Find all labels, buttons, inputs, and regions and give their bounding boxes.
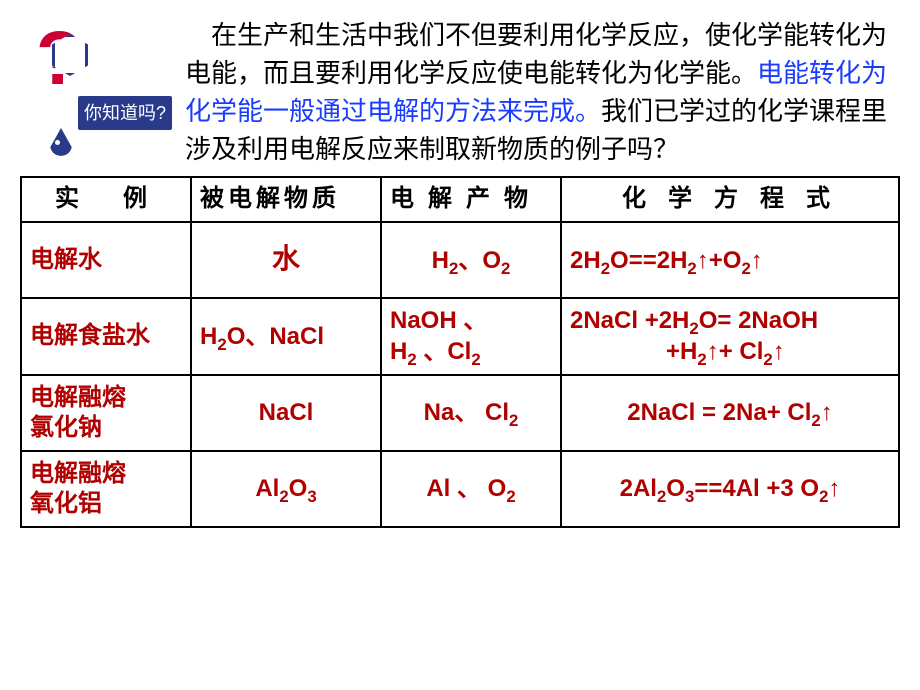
electrolysis-table: 实 例 被电解物质 电 解 产 物 化 学 方 程 式 电解水 水 H2、O2 …: [20, 176, 900, 528]
cell-products: H2、O2: [381, 222, 561, 298]
cell-name: 电解水: [21, 222, 191, 298]
slide: ? 你知道吗? 在生产和生活中我们不但要利用化学反应，使化学能转化为电能，而且要…: [0, 0, 920, 690]
cell-substance: 水: [191, 222, 381, 298]
table-row: 电解融熔氧化铝 Al2O3 Al 、 O2 2Al2O3==4Al +3 O2↑: [21, 451, 899, 527]
cell-substance: Al2O3: [191, 451, 381, 527]
intro-text: 在生产和生活中我们不但要利用化学反应，使化学能转化为电能，而且要利用化学反应使电…: [185, 10, 900, 168]
table-row: 电解水 水 H2、O2 2H2O==2H2↑+O2↑: [21, 222, 899, 298]
col-header-example: 实 例: [21, 177, 191, 222]
col-header-equation: 化 学 方 程 式: [561, 177, 899, 222]
top-section: ? 你知道吗? 在生产和生活中我们不但要利用化学反应，使化学能转化为电能，而且要…: [20, 10, 900, 168]
cell-substance: NaCl: [191, 375, 381, 451]
cell-products: Na、 Cl2: [381, 375, 561, 451]
cell-products: Al 、 O2: [381, 451, 561, 527]
cell-substance: H2O、NaCl: [191, 298, 381, 374]
cell-equation: 2NaCl +2H2O= 2NaOH +H2↑+ Cl2↑: [561, 298, 899, 374]
badge-label: 你知道吗?: [78, 96, 172, 130]
cell-name: 电解食盐水: [21, 298, 191, 374]
col-header-products: 电 解 产 物: [381, 177, 561, 222]
table-header-row: 实 例 被电解物质 电 解 产 物 化 学 方 程 式: [21, 177, 899, 222]
cell-equation: 2Al2O3==4Al +3 O2↑: [561, 451, 899, 527]
table-row: 电解融熔氯化钠 NaCl Na、 Cl2 2NaCl = 2Na+ Cl2↑: [21, 375, 899, 451]
cell-equation: 2NaCl = 2Na+ Cl2↑: [561, 375, 899, 451]
col-header-substance: 被电解物质: [191, 177, 381, 222]
drop-icon: [50, 128, 72, 156]
did-you-know-badge: ? 你知道吗?: [20, 20, 175, 150]
cell-name: 电解融熔氧化铝: [21, 451, 191, 527]
cell-equation: 2H2O==2H2↑+O2↑: [561, 222, 899, 298]
cell-products: NaOH 、H2 、Cl2: [381, 298, 561, 374]
cell-name: 电解融熔氯化钠: [21, 375, 191, 451]
table-row: 电解食盐水 H2O、NaCl NaOH 、H2 、Cl2 2NaCl +2H2O…: [21, 298, 899, 374]
